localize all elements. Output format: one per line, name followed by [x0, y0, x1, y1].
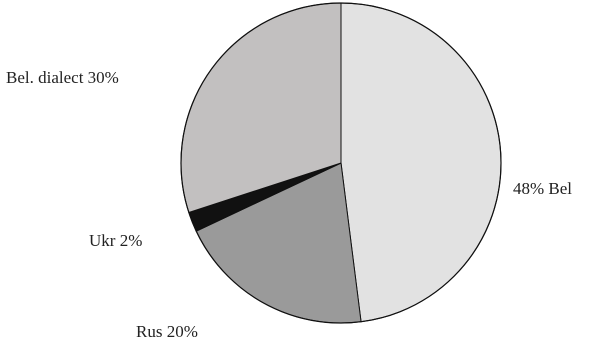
- slice-label-bel-dialect: Bel. dialect 30%: [6, 68, 119, 87]
- slice-label-ukr: Ukr 2%: [89, 231, 142, 250]
- pie-slices: [180, 2, 502, 324]
- slice-label-rus: Rus 20%: [136, 322, 198, 341]
- slice-label-bel: 48% Bel: [513, 179, 572, 198]
- pie-slice-bel: [340, 2, 502, 323]
- pie-outline: [180, 2, 502, 324]
